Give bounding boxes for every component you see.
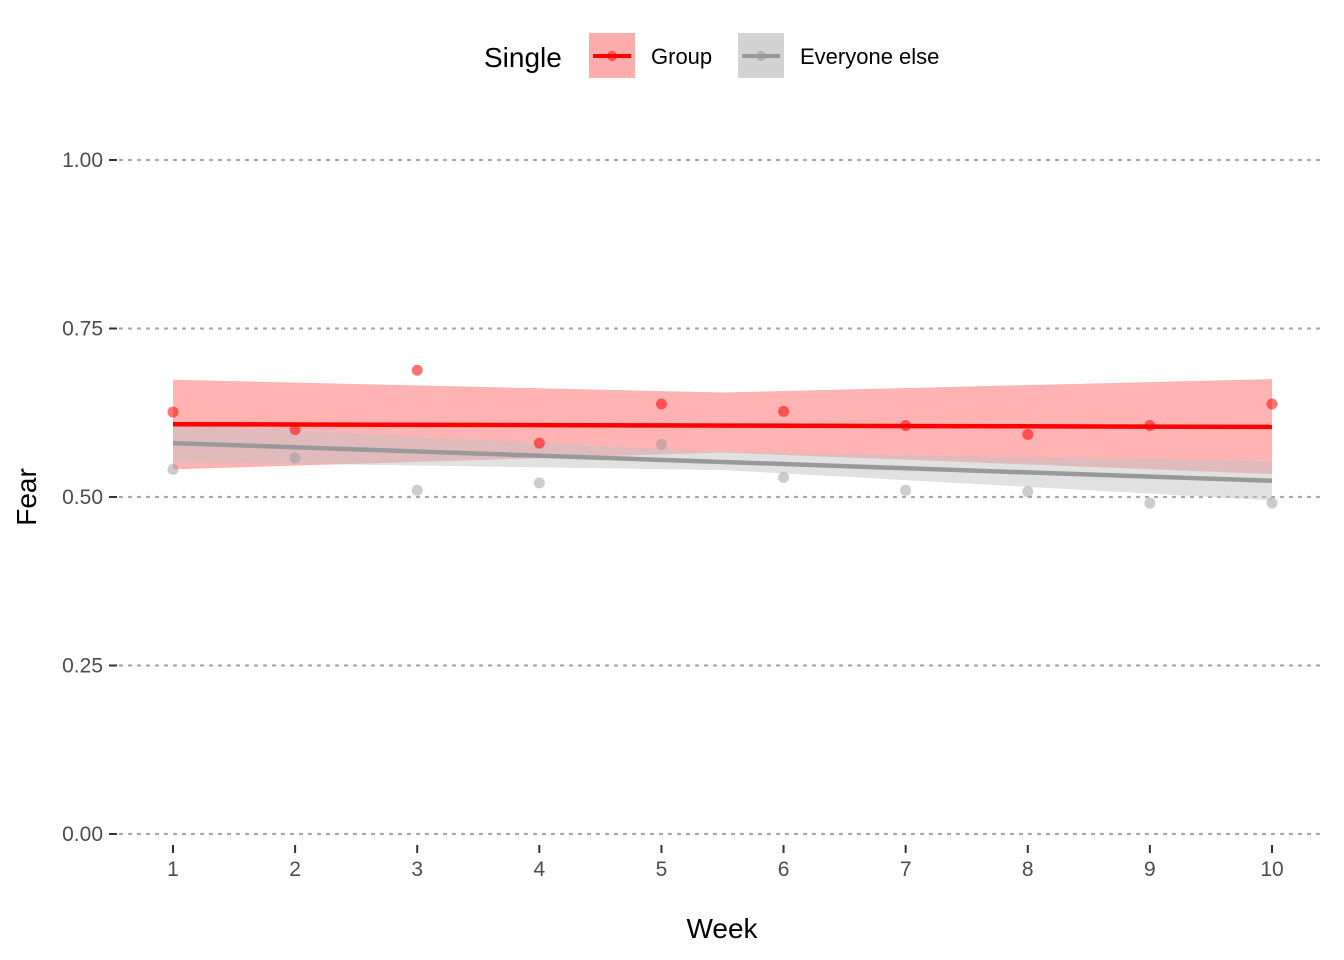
data-point-group [167,406,179,418]
x-tick-label: 9 [1144,858,1156,881]
data-point-everyone-else [1144,497,1156,509]
y-tick-label: 0.50 [62,486,103,509]
data-point-group [1022,428,1034,440]
legend-title: Single [484,42,562,73]
trend-lines [172,421,1273,484]
data-point-everyone-else [533,477,545,489]
y-tick-label: 1.00 [62,149,103,172]
legend-key-everyone-else [738,33,784,78]
legend: Single Group Everyone else [484,33,939,78]
data-point-everyone-else [1022,486,1034,498]
data-point-everyone-else [778,471,790,483]
data-point-group [900,420,912,432]
data-point-everyone-else [167,463,179,475]
legend-key-everyone-else-point [756,51,766,61]
x-tick-label: 7 [900,858,912,881]
x-tick-label: 2 [289,858,301,881]
x-tick-label: 6 [778,858,790,881]
data-point-everyone-else [1266,497,1278,509]
legend-key-group-point [607,51,617,61]
axes: 0.00 0.25 0.50 0.75 1.00 1 2 3 4 5 6 7 8 9 10 [62,149,1284,881]
y-axis-title: Fear [11,468,42,526]
data-point-group [289,424,301,436]
data-point-group [655,398,667,410]
x-tick-label: 5 [656,858,668,881]
y-tick-label: 0.25 [62,655,103,678]
x-tick-label: 4 [533,858,545,881]
trend-line-group [172,421,1273,430]
y-tick-label: 0.75 [62,318,103,341]
confidence-bands [173,379,1272,501]
x-tick-label: 10 [1260,858,1283,881]
x-axis-title: Week [686,913,758,944]
legend-label-group: Group [651,44,712,69]
data-point-group [778,405,790,417]
data-point-everyone-else [411,484,423,496]
data-point-group [533,437,545,449]
legend-label-everyone-else: Everyone else [800,44,939,69]
data-point-group [411,364,423,376]
y-tick-label: 0.00 [62,823,103,846]
data-point-everyone-else [900,484,912,496]
grid-lines [118,158,1328,836]
trend-line-everyone-else [172,440,1273,484]
data-point-everyone-else [655,438,667,450]
data-point-group [1144,420,1156,432]
x-tick-label: 8 [1022,858,1034,881]
legend-key-group [589,33,635,78]
data-point-everyone-else [289,452,301,464]
data-point-group [1266,398,1278,410]
x-tick-label: 3 [411,858,423,881]
x-tick-label: 1 [167,858,179,881]
data-points [167,364,1278,509]
